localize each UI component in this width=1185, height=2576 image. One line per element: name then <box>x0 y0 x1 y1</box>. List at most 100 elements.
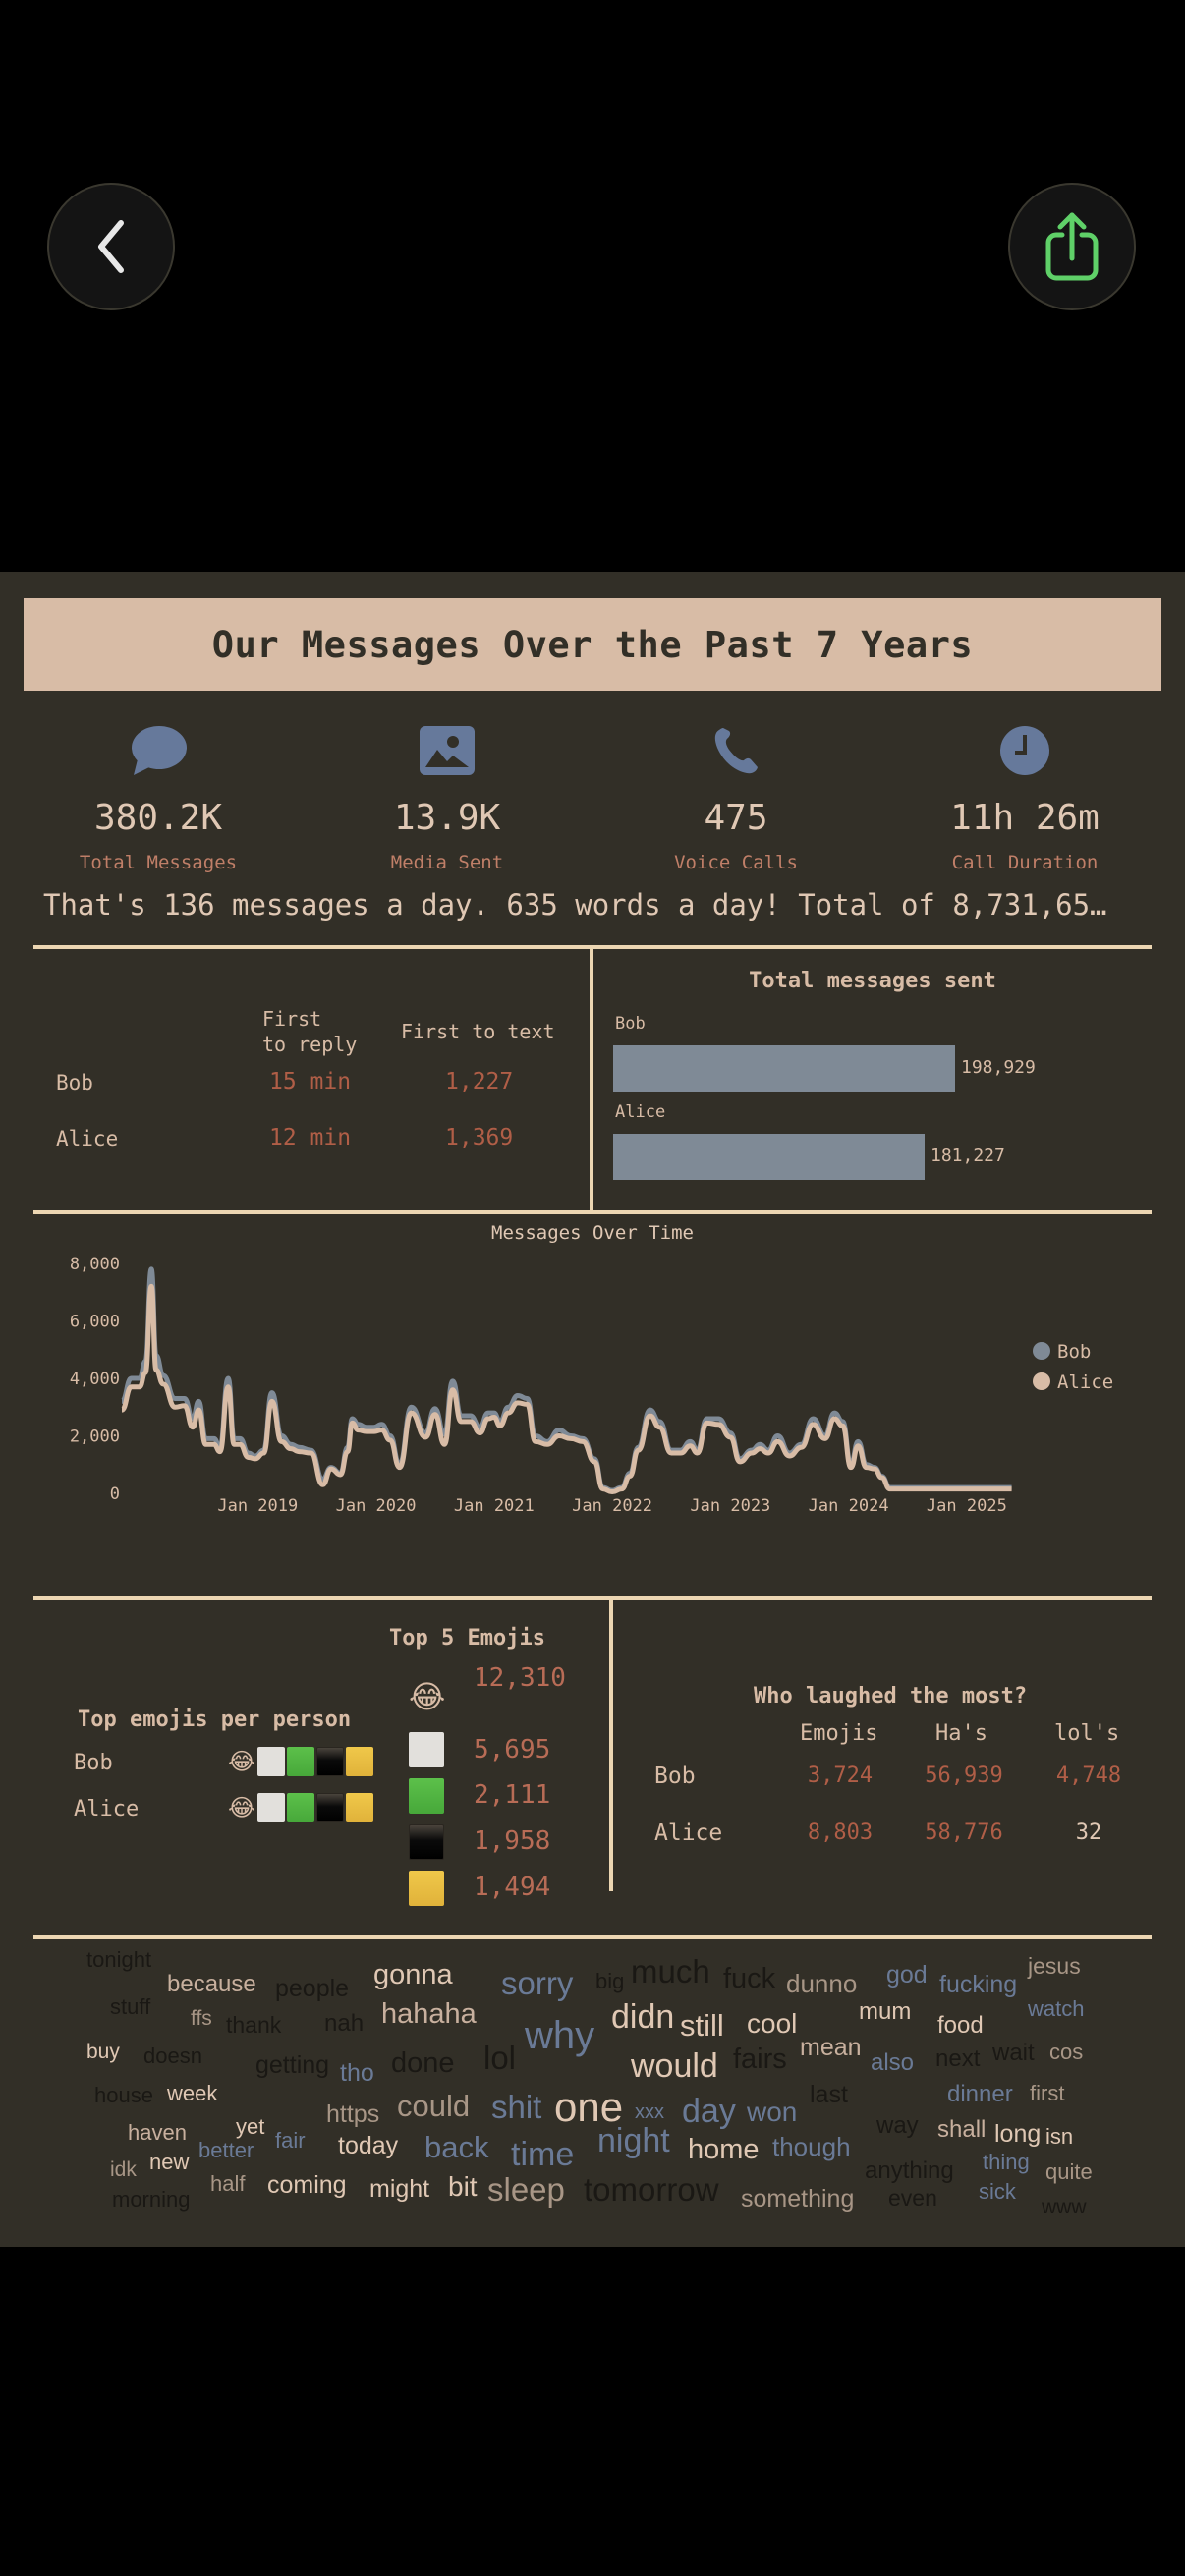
stat-label: Media Sent <box>390 852 504 873</box>
word-cloud-word: sorry <box>501 1965 574 2001</box>
word-cloud-word: buy <box>86 2041 120 2063</box>
bar-bob <box>613 1045 955 1092</box>
stat-label: Call Duration <box>951 852 1099 873</box>
word-cloud-word: haven <box>128 2120 187 2145</box>
clock-icon <box>1000 726 1049 775</box>
stat-label: Voice Calls <box>674 852 798 873</box>
y-tick-label: 0 <box>110 1484 120 1504</box>
x-tick-label: Jan 2019 <box>217 1496 298 1516</box>
reply-row-name: Bob <box>56 1071 93 1094</box>
y-tick-label: 2,000 <box>70 1428 120 1447</box>
laughs-header-has: Ha's <box>935 1721 988 1746</box>
bar-value: 181,227 <box>931 1146 1005 1166</box>
emoji-person-name: Alice <box>74 1797 140 1821</box>
laughs-row-name: Alice <box>654 1820 723 1846</box>
emoji-count: 12,310 <box>474 1663 566 1693</box>
summary-text: That's 136 messages a day. 635 words a d… <box>43 888 1107 922</box>
stat-value: 11h 26m <box>950 798 1100 838</box>
word-cloud-word: home <box>688 2134 760 2165</box>
first-text-count: 1,227 <box>445 1069 514 1094</box>
x-tick-label: Jan 2021 <box>454 1496 535 1516</box>
chat-bubble-icon <box>132 726 187 775</box>
word-cloud-word: first <box>1030 2081 1065 2105</box>
y-tick-label: 6,000 <box>70 1313 120 1332</box>
word-cloud-word: www <box>1042 2196 1087 2218</box>
word-cloud-word: because <box>167 1971 256 1997</box>
word-cloud-word: house <box>94 2083 153 2107</box>
share-button[interactable] <box>1008 183 1136 310</box>
x-tick-label: Jan 2024 <box>809 1496 889 1516</box>
back-button[interactable] <box>47 183 175 310</box>
word-cloud-word: sleep <box>487 2171 565 2208</box>
word-cloud-word: https <box>326 2100 380 2128</box>
y-tick-label: 4,000 <box>70 1370 120 1389</box>
share-icon <box>1045 212 1099 281</box>
word-cloud-word: still <box>680 2008 724 2043</box>
word-cloud-word: cool <box>747 2008 798 2039</box>
word-cloud-word: better <box>198 2138 254 2162</box>
word-cloud-word: quite <box>1045 2159 1093 2184</box>
word-cloud-word: yet <box>236 2114 265 2139</box>
word-cloud-word: tho <box>340 2059 374 2087</box>
bar-alice <box>613 1134 925 1180</box>
total-sent-title: Total messages sent <box>749 969 996 993</box>
word-cloud-word: much <box>631 1953 710 1989</box>
word-cloud-word: done <box>391 2047 455 2079</box>
divider <box>33 1210 1152 1214</box>
word-cloud-word: also <box>871 2049 915 2076</box>
divider <box>609 1596 613 1891</box>
x-tick-label: Jan 2020 <box>336 1496 417 1516</box>
word-cloud-word: though <box>772 2132 851 2161</box>
white-square-icon <box>257 1793 285 1822</box>
stat-voice-calls: 475 Voice Calls <box>608 724 864 873</box>
bar-value: 198,929 <box>961 1057 1036 1078</box>
word-cloud-word: hahaha <box>381 1998 477 2030</box>
legend-label: Alice <box>1057 1372 1113 1393</box>
word-cloud-word: tomorrow <box>584 2171 719 2208</box>
x-tick-label: Jan 2023 <box>690 1496 770 1516</box>
laughs-header-lols: lol's <box>1054 1721 1120 1746</box>
word-cloud-word: thank <box>226 2012 282 2038</box>
word-cloud-word: something <box>741 2185 855 2212</box>
emoji-count: 1,958 <box>474 1826 551 1856</box>
word-cloud-word: cos <box>1049 2040 1084 2064</box>
laughs-header-emojis: Emojis <box>800 1721 878 1746</box>
word-cloud-word: doesn <box>143 2044 202 2068</box>
word-cloud-word: mum <box>859 1998 912 2025</box>
word-cloud-word: coming <box>267 2171 347 2199</box>
word-cloud-word: back <box>424 2130 489 2164</box>
word-cloud-word: wait <box>992 2040 1035 2066</box>
chevron-left-icon <box>98 220 124 273</box>
word-cloud-word: long <box>994 2120 1042 2148</box>
laughs-title: Who laughed the most? <box>754 1684 1028 1708</box>
bar-label: Bob <box>615 1014 646 1034</box>
white-square-icon <box>257 1747 285 1776</box>
word-cloud-word: didn <box>611 1998 675 2036</box>
word-cloud-word: time <box>511 2136 575 2173</box>
emoji-count: 5,695 <box>474 1735 551 1764</box>
laughs-emojis-value: 3,724 <box>807 1764 874 1788</box>
word-cloud-word: dunno <box>786 1969 858 1998</box>
word-cloud-word: new <box>149 2150 190 2174</box>
bar-label: Alice <box>615 1102 666 1122</box>
word-cloud-word: fucking <box>939 1971 1018 1998</box>
laughs-has-value: 56,939 <box>925 1764 1003 1788</box>
legend-swatch <box>1033 1372 1050 1390</box>
emoji-person-name: Bob <box>74 1751 113 1775</box>
word-cloud-word: might <box>369 2175 430 2203</box>
word-cloud-word: why <box>525 2014 595 2057</box>
word-cloud-word: food <box>937 2012 984 2039</box>
series-line-alice <box>120 1283 1012 1495</box>
messages-over-time-chart: Messages Over Time 0 2,000 4,000 6,000 8,000… <box>33 1203 1152 1527</box>
word-cloud-word: jesus <box>1028 1953 1081 1979</box>
top-emojis-per-person-title: Top emojis per person <box>78 1708 352 1732</box>
word-cloud-word: isn <box>1045 2124 1074 2149</box>
stats-card: Our Messages Over the Past 7 Years 380.2… <box>0 572 1185 2247</box>
stat-value: 13.9K <box>393 798 501 838</box>
word-cloud-word: getting <box>255 2051 330 2079</box>
word-cloud-word: next <box>935 2045 981 2072</box>
stat-value: 380.2K <box>93 798 223 838</box>
word-cloud-word: last <box>810 2081 848 2108</box>
word-cloud-word: could <box>397 2089 471 2123</box>
word-cloud-word: fairs <box>733 2044 787 2075</box>
